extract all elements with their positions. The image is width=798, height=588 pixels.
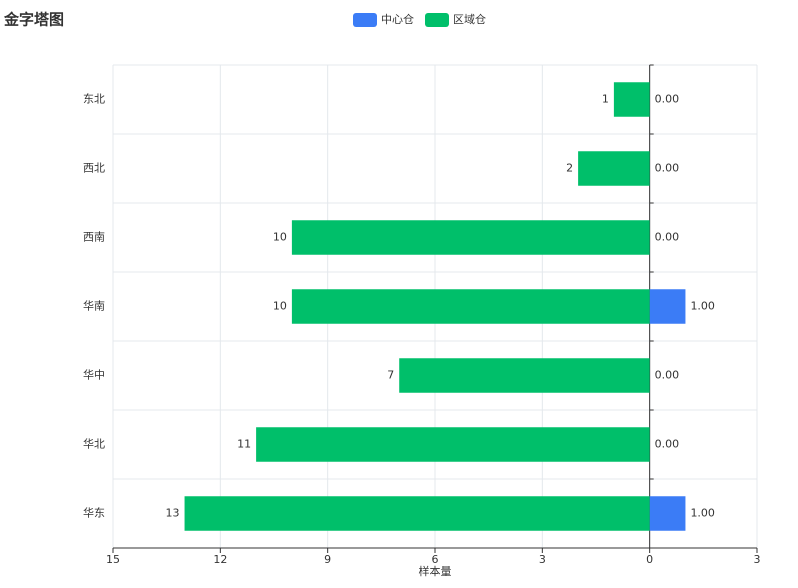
bar bbox=[291, 289, 650, 324]
bar bbox=[256, 427, 650, 462]
value-label: 10 bbox=[273, 300, 287, 313]
y-tick-label: 华南 bbox=[83, 299, 105, 313]
y-tick-label: 华东 bbox=[83, 506, 105, 520]
bar bbox=[649, 289, 686, 324]
value-label: 11 bbox=[237, 438, 251, 451]
bar bbox=[291, 220, 650, 255]
x-axis-title: 样本量 bbox=[419, 564, 452, 578]
y-tick-label: 华中 bbox=[83, 368, 105, 382]
y-tick-label: 东北 bbox=[83, 93, 105, 106]
value-label: 1 bbox=[602, 93, 609, 106]
bar bbox=[613, 82, 650, 117]
y-tick-label: 华北 bbox=[83, 437, 105, 451]
x-tick-label: 3 bbox=[539, 553, 546, 566]
x-tick-label: 6 bbox=[432, 553, 439, 566]
value-label: 0.00 bbox=[655, 369, 680, 382]
legend-swatch[interactable] bbox=[353, 13, 377, 27]
bar bbox=[184, 496, 650, 531]
x-tick-label: 0 bbox=[646, 553, 653, 566]
x-tick-label: 3 bbox=[754, 553, 761, 566]
legend-label[interactable]: 中心仓 bbox=[381, 12, 414, 26]
value-label: 0.00 bbox=[655, 93, 680, 106]
value-label: 1.00 bbox=[690, 300, 715, 313]
value-label: 0.00 bbox=[655, 438, 680, 451]
y-tick-label: 西南 bbox=[83, 231, 105, 244]
value-label: 0.00 bbox=[655, 231, 680, 244]
value-label: 0.00 bbox=[655, 162, 680, 175]
legend-label[interactable]: 区域仓 bbox=[453, 12, 486, 26]
chart-title: 金字塔图 bbox=[3, 11, 64, 29]
x-tick-label: 12 bbox=[213, 553, 227, 566]
value-label: 10 bbox=[273, 231, 287, 244]
value-label: 2 bbox=[566, 162, 573, 175]
value-label: 7 bbox=[387, 369, 394, 382]
bar bbox=[578, 151, 650, 186]
x-tick-label: 9 bbox=[324, 553, 331, 566]
x-tick-label: 15 bbox=[106, 553, 120, 566]
value-label: 1.00 bbox=[690, 507, 715, 520]
y-tick-label: 西北 bbox=[83, 162, 105, 175]
bar bbox=[649, 496, 686, 531]
bar bbox=[399, 358, 650, 393]
value-label: 13 bbox=[166, 507, 180, 520]
legend-swatch[interactable] bbox=[425, 13, 449, 27]
